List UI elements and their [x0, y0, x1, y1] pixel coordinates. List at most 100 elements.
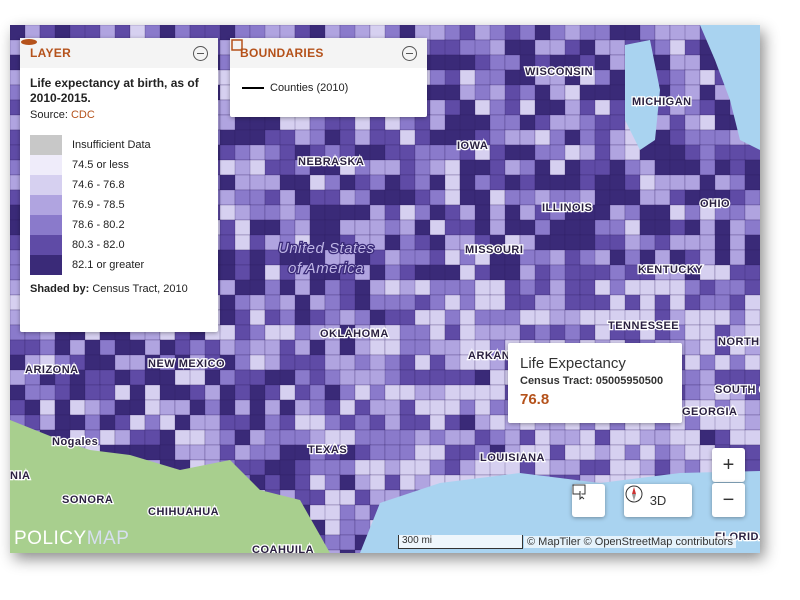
tract [339, 204, 356, 221]
tract [444, 54, 461, 71]
tract [39, 414, 57, 431]
tract [414, 369, 431, 386]
tract [399, 234, 416, 251]
tract [699, 369, 716, 386]
tract [399, 414, 417, 431]
tract [114, 384, 132, 401]
collapse-button[interactable] [193, 45, 208, 61]
tract [219, 339, 236, 356]
tract [204, 444, 222, 461]
tract [474, 204, 491, 221]
tract [294, 174, 311, 191]
tract [534, 129, 551, 146]
tract [549, 294, 567, 311]
tract [309, 429, 327, 446]
tract [279, 174, 296, 191]
tract [159, 444, 176, 461]
tract [684, 369, 702, 386]
tract [474, 189, 491, 206]
tract [624, 219, 641, 236]
tract [444, 459, 461, 476]
tract [594, 84, 612, 101]
tract [489, 84, 507, 101]
tract [249, 279, 266, 296]
tract [624, 279, 642, 296]
map-label: NIA [10, 470, 30, 482]
tooltip-subtitle: Census Tract: 05005950500 [520, 375, 664, 387]
collapse-button[interactable] [402, 45, 417, 61]
tract [234, 444, 252, 461]
map-label: MICHIGAN [632, 96, 692, 108]
tract [354, 429, 372, 446]
tract [354, 459, 371, 476]
legend-label: 76.9 - 78.5 [72, 199, 125, 211]
tract [609, 84, 627, 101]
tract [699, 279, 717, 296]
tract [594, 234, 612, 251]
tract [519, 204, 537, 221]
tract [699, 144, 716, 161]
tract [609, 249, 626, 266]
tract [504, 309, 522, 326]
tract [189, 429, 206, 446]
tract [579, 459, 597, 476]
tract [504, 174, 522, 191]
map[interactable]: WISCONSIN MICHIGAN IOWA NEBRASKA ILLINOIS OHI… [10, 25, 760, 553]
tract [204, 339, 221, 356]
tract [264, 279, 282, 296]
compass[interactable] [624, 484, 644, 504]
tract [249, 174, 267, 191]
tract [264, 189, 282, 206]
tract [264, 414, 281, 431]
zoom-in[interactable]: + [712, 448, 745, 482]
tract [99, 384, 117, 401]
tract [309, 279, 327, 296]
tract [294, 189, 311, 206]
tract [444, 25, 461, 41]
tract [294, 399, 311, 416]
tract [369, 384, 386, 401]
select-button[interactable] [572, 484, 605, 517]
tract [474, 159, 492, 176]
tract [294, 429, 312, 446]
tract [624, 25, 641, 41]
tract [489, 99, 507, 116]
tract [684, 384, 702, 401]
tract [624, 144, 641, 161]
tract [699, 429, 717, 446]
tract [354, 444, 372, 461]
tract [459, 189, 476, 206]
tract [669, 444, 686, 461]
tract [99, 429, 116, 446]
tract [549, 219, 566, 236]
tract [654, 249, 671, 266]
tract [444, 324, 462, 341]
3d-button[interactable]: 3D [649, 493, 667, 508]
tract [429, 99, 447, 116]
tract [609, 174, 626, 191]
tract [264, 459, 281, 476]
tract [624, 234, 642, 251]
tract [234, 144, 251, 161]
map-label: SONORA [62, 494, 113, 506]
tract [399, 219, 416, 236]
tract [99, 414, 117, 431]
tract [549, 279, 567, 296]
tract [459, 39, 477, 56]
tract [204, 369, 221, 386]
source-link[interactable]: CDC [70, 109, 95, 121]
tract [654, 39, 672, 56]
tract [369, 294, 386, 311]
tract [684, 174, 701, 191]
zoom-out[interactable]: − [712, 483, 745, 517]
tract [189, 369, 207, 386]
tract [594, 294, 612, 311]
tract [519, 219, 536, 236]
tract [444, 339, 462, 356]
tract [129, 354, 147, 371]
tract [294, 474, 311, 491]
legend-item: 78.6 - 80.2 [30, 215, 208, 235]
tract [384, 144, 401, 161]
tract [669, 69, 686, 86]
tract [744, 174, 760, 191]
